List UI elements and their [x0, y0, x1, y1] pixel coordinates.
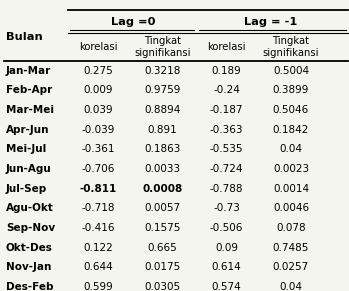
Text: -0.416: -0.416: [81, 223, 115, 233]
Text: Nov-Jan: Nov-Jan: [6, 262, 51, 272]
Text: 0.189: 0.189: [212, 66, 242, 76]
Text: -0.535: -0.535: [210, 144, 243, 154]
Text: -0.811: -0.811: [80, 184, 117, 194]
Text: 0.009: 0.009: [83, 85, 113, 95]
Text: Sep-Nov: Sep-Nov: [6, 223, 55, 233]
Text: Lag = -1: Lag = -1: [244, 17, 298, 27]
Text: Feb-Apr: Feb-Apr: [6, 85, 52, 95]
Text: 0.04: 0.04: [280, 282, 303, 291]
Text: 0.5004: 0.5004: [273, 66, 309, 76]
Text: 0.04: 0.04: [280, 144, 303, 154]
Text: Jul-Sep: Jul-Sep: [6, 184, 47, 194]
Text: korelasi: korelasi: [207, 42, 246, 52]
Text: Apr-Jun: Apr-Jun: [6, 125, 50, 135]
Text: Okt-Des: Okt-Des: [6, 243, 53, 253]
Text: -0.363: -0.363: [210, 125, 243, 135]
Text: 0.0175: 0.0175: [144, 262, 180, 272]
Text: korelasi: korelasi: [79, 42, 117, 52]
Text: -0.361: -0.361: [81, 144, 115, 154]
Text: 0.0257: 0.0257: [273, 262, 309, 272]
Text: -0.24: -0.24: [213, 85, 240, 95]
Text: 0.3899: 0.3899: [273, 85, 309, 95]
Text: Jun-Agu: Jun-Agu: [6, 164, 52, 174]
Text: 0.1863: 0.1863: [144, 144, 180, 154]
Text: Des-Feb: Des-Feb: [6, 282, 53, 291]
Text: 0.0008: 0.0008: [142, 184, 183, 194]
Text: -0.706: -0.706: [81, 164, 115, 174]
Text: 0.8894: 0.8894: [144, 105, 180, 115]
Text: 0.599: 0.599: [83, 282, 113, 291]
Text: 0.039: 0.039: [83, 105, 113, 115]
Text: 0.0033: 0.0033: [144, 164, 180, 174]
Text: 0.574: 0.574: [212, 282, 242, 291]
Text: Jan-Mar: Jan-Mar: [6, 66, 51, 76]
Text: -0.788: -0.788: [210, 184, 243, 194]
Text: Mei-Jul: Mei-Jul: [6, 144, 46, 154]
Text: 0.09: 0.09: [215, 243, 238, 253]
Text: -0.718: -0.718: [81, 203, 115, 213]
Text: -0.73: -0.73: [213, 203, 240, 213]
Text: 0.0046: 0.0046: [273, 203, 309, 213]
Text: 0.614: 0.614: [212, 262, 242, 272]
Text: 0.0305: 0.0305: [144, 282, 180, 291]
Text: 0.891: 0.891: [148, 125, 177, 135]
Text: 0.644: 0.644: [83, 262, 113, 272]
Text: Tingkat
signifikansi: Tingkat signifikansi: [134, 36, 191, 58]
Text: -0.506: -0.506: [210, 223, 243, 233]
Text: 0.7485: 0.7485: [273, 243, 309, 253]
Text: Mar-Mei: Mar-Mei: [6, 105, 54, 115]
Text: Lag =0: Lag =0: [111, 17, 155, 27]
Text: Agu-Okt: Agu-Okt: [6, 203, 54, 213]
Text: -0.187: -0.187: [210, 105, 243, 115]
Text: 0.9759: 0.9759: [144, 85, 180, 95]
Text: 0.1575: 0.1575: [144, 223, 180, 233]
Text: 0.3218: 0.3218: [144, 66, 180, 76]
Text: Bulan: Bulan: [6, 32, 43, 42]
Text: 0.665: 0.665: [148, 243, 177, 253]
Text: -0.724: -0.724: [210, 164, 243, 174]
Text: -0.039: -0.039: [81, 125, 115, 135]
Text: 0.1842: 0.1842: [273, 125, 309, 135]
Text: 0.0057: 0.0057: [144, 203, 180, 213]
Text: 0.0023: 0.0023: [273, 164, 309, 174]
Text: 0.122: 0.122: [83, 243, 113, 253]
Text: 0.0014: 0.0014: [273, 184, 309, 194]
Text: 0.275: 0.275: [83, 66, 113, 76]
Text: Tingkat
signifikansi: Tingkat signifikansi: [263, 36, 319, 58]
Text: 0.078: 0.078: [276, 223, 306, 233]
Text: 0.5046: 0.5046: [273, 105, 309, 115]
